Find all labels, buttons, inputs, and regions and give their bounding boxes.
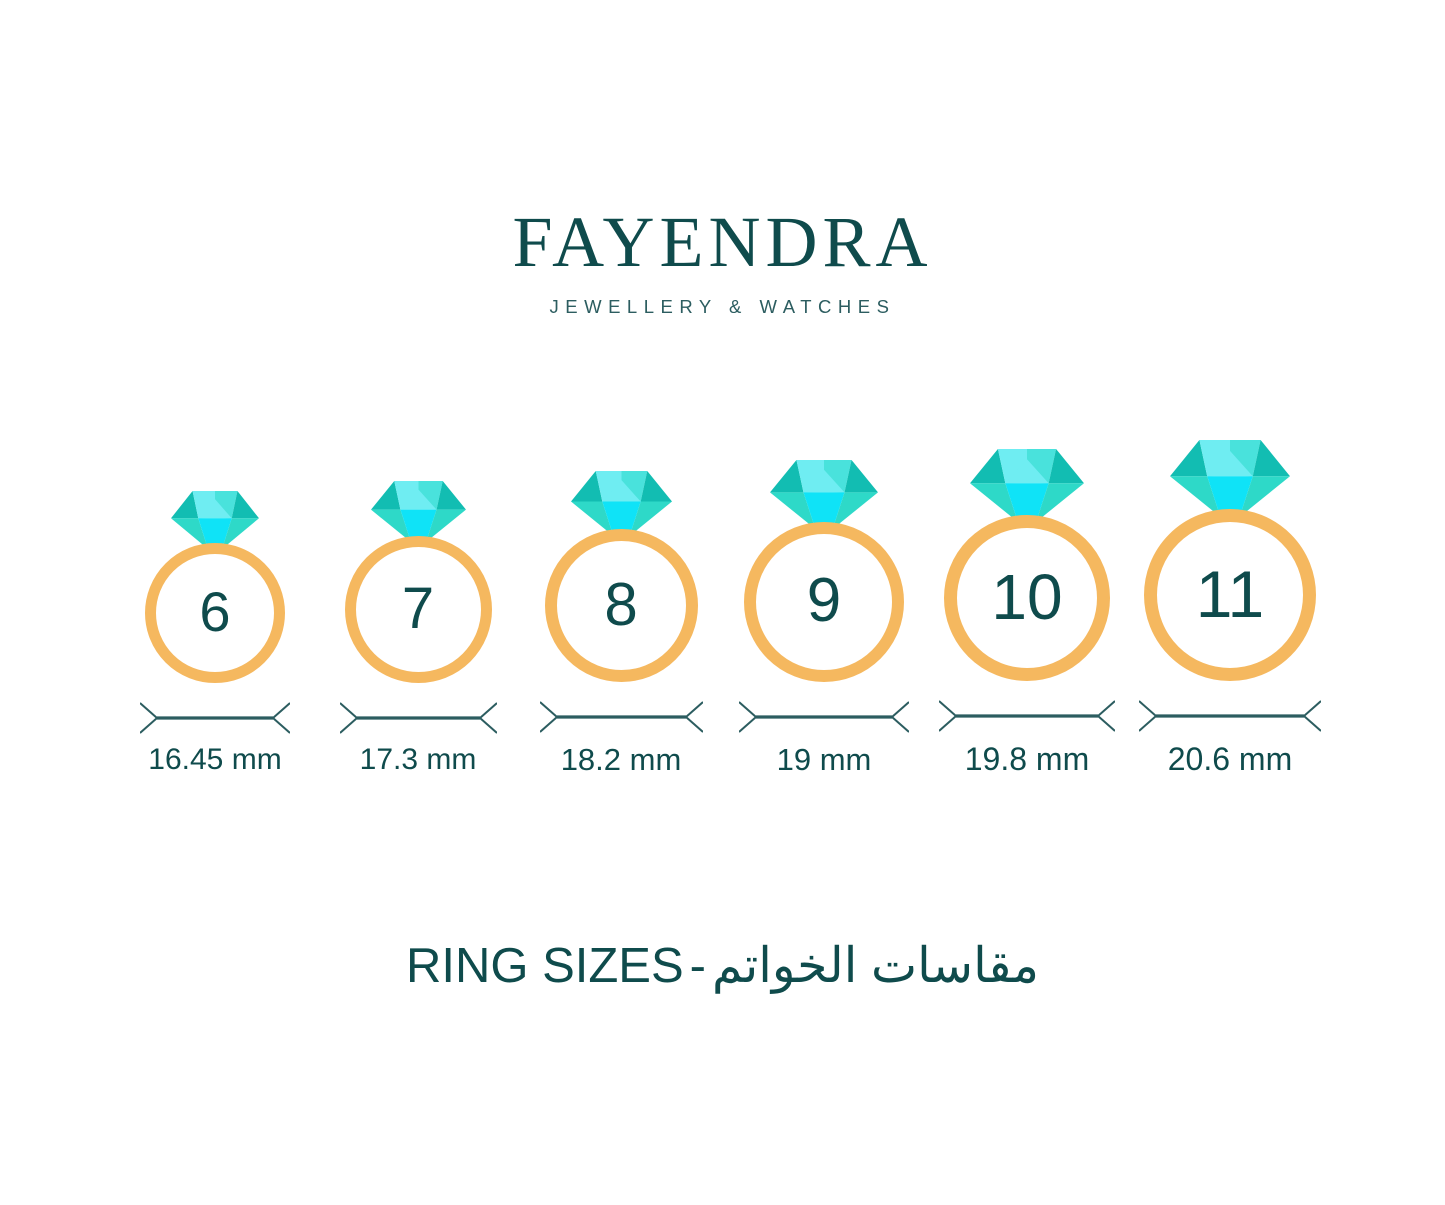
measure-arrow-icon: [939, 700, 1115, 732]
ring-band-icon: 6: [145, 543, 285, 683]
ring-band-icon: 8: [544, 529, 698, 682]
diamond-icon: [370, 481, 466, 542]
diamond-icon: [171, 491, 259, 549]
ring-measurement-label: 19 mm: [776, 742, 872, 777]
ring-size-number: 10: [991, 561, 1063, 633]
ring-band-icon: 9: [744, 522, 904, 682]
brand-name: FAYENDRA: [512, 202, 933, 282]
brand-logo: FAYENDRA JEWELLERY & WATCHES: [0, 206, 1445, 317]
ring-figure: 11: [1144, 440, 1316, 681]
measure-arrow-icon: [339, 702, 497, 734]
ring-size-item[interactable]: 9 19 mm: [723, 460, 926, 775]
measure-arrow-icon: [739, 701, 909, 733]
ring-size-item[interactable]: 10 19.8 mm: [926, 449, 1129, 775]
footer-title: RING SIZES - مقاسات الخواتم: [0, 938, 1445, 994]
ring-size-item[interactable]: 6 16.45 mm: [114, 491, 317, 775]
brand-tagline: JEWELLERY & WATCHES: [549, 296, 896, 317]
ring-size-item[interactable]: 8 18.2 mm: [520, 471, 723, 775]
ring-measurement-label: 16.45 mm: [148, 743, 282, 776]
footer-title-ar: مقاسات الخواتم: [712, 939, 1040, 993]
footer-separator: -: [689, 939, 706, 993]
ring-measurement-label: 19.8 mm: [964, 741, 1090, 777]
measure-arrow-icon: [140, 702, 290, 734]
diamond-icon: [970, 449, 1084, 522]
ring-figure: 10: [944, 449, 1110, 681]
measure-arrow-icon: [539, 701, 703, 733]
ring-measurement-label: 17.3 mm: [359, 743, 477, 776]
ring-size-number: 9: [806, 566, 842, 635]
diamond-icon: [570, 471, 672, 536]
ring-band-icon: 7: [344, 536, 492, 683]
ring-size-number: 7: [401, 575, 435, 641]
ring-size-number: 8: [604, 570, 638, 638]
ring-size-number: 11: [1195, 557, 1265, 631]
ring-size-number: 6: [199, 580, 231, 643]
ring-figure: 6: [145, 491, 285, 683]
footer-title-en: RING SIZES: [405, 939, 684, 993]
ring-size-item[interactable]: 7 17.3 mm: [317, 481, 520, 775]
diamond-icon: [770, 460, 878, 529]
ring-measurement-label: 18.2 mm: [560, 742, 682, 777]
ring-band-icon: 10: [944, 515, 1110, 681]
ring-figure: 7: [344, 481, 492, 683]
diamond-icon: [1170, 440, 1290, 517]
ring-figure: 8: [544, 471, 698, 682]
ring-band-icon: 11: [1144, 509, 1316, 681]
measure-arrow-icon: [1139, 700, 1321, 732]
ring-size-item[interactable]: 11 20.6 mm: [1129, 440, 1332, 775]
ring-figure: 9: [744, 460, 904, 682]
ring-size-row: 6 16.45 mm 7 17.3 mm 8 18.2 mm 9 19 mm 10 19.8 mm…: [0, 440, 1445, 775]
ring-measurement-label: 20.6 mm: [1167, 741, 1293, 777]
